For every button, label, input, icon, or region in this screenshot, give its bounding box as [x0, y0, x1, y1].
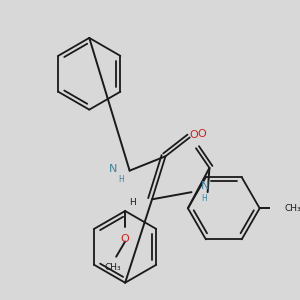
Text: CH₃: CH₃	[285, 204, 300, 213]
Text: N: N	[200, 181, 209, 191]
Text: O: O	[189, 130, 198, 140]
Text: H: H	[118, 175, 124, 184]
Text: N: N	[109, 164, 117, 174]
Text: H: H	[201, 194, 207, 203]
Text: CH₃: CH₃	[104, 263, 121, 272]
Text: O: O	[197, 129, 206, 139]
Text: H: H	[129, 197, 136, 206]
Text: O: O	[121, 234, 130, 244]
